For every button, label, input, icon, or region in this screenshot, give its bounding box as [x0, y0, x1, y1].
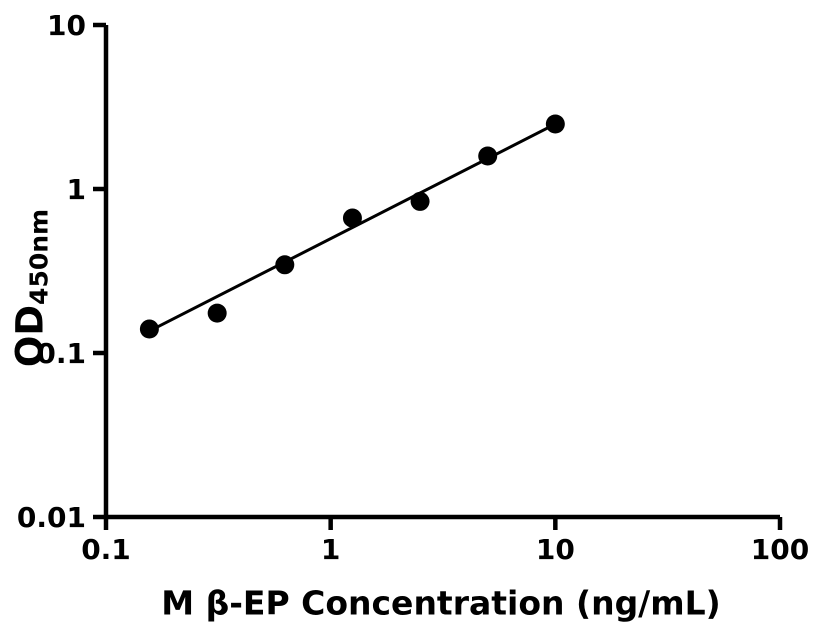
data-point [478, 146, 498, 166]
y-tick-label: 1 [67, 173, 86, 206]
y-tick-label: 0.01 [17, 501, 86, 534]
data-point [207, 303, 227, 323]
x-axis-title: M β-EP Concentration (ng/mL) [161, 583, 721, 623]
data-point [545, 114, 565, 134]
data-point [342, 208, 362, 228]
y-axis-title-subscript: 450nm [24, 208, 54, 305]
data-point [139, 319, 159, 339]
y-tick-label: 10 [47, 9, 86, 42]
x-tick-label: 10 [536, 533, 575, 566]
x-tick-label: 100 [751, 533, 809, 566]
data-point [275, 255, 295, 275]
y-tick-label: 0.1 [36, 337, 86, 370]
x-tick-label: 1 [321, 533, 340, 566]
data-point [410, 191, 430, 211]
y-axis-title-main: OD [8, 304, 52, 368]
y-axis-title: OD450nm [8, 208, 54, 368]
x-tick-label: 0.1 [81, 533, 131, 566]
axes-spine [103, 25, 780, 520]
